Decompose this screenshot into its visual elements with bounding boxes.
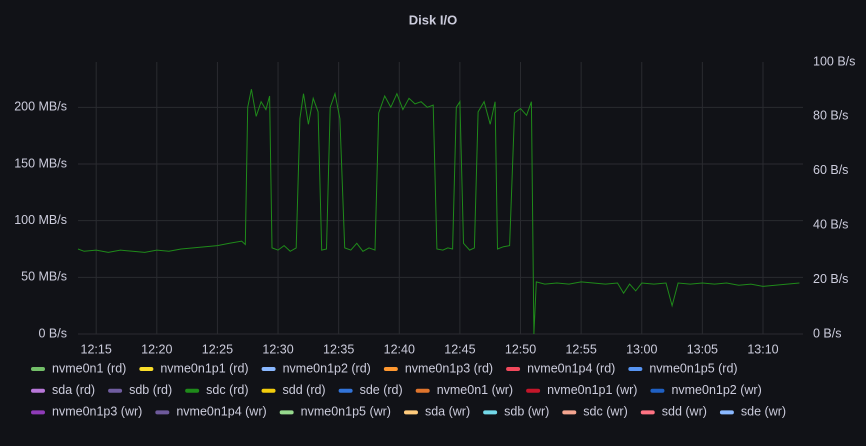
legend-swatch (108, 388, 123, 393)
legend-label: sdb (rd) (129, 383, 172, 397)
x-tick-label: 12:35 (323, 342, 354, 356)
legend-swatch (31, 388, 45, 393)
x-tick-label: 12:15 (81, 342, 112, 356)
legend-swatch (261, 388, 276, 393)
legend-label: nvme0n1p2 (wr) (671, 383, 761, 397)
legend-swatch (261, 367, 276, 371)
x-tick-label: 12:30 (262, 342, 293, 356)
y-tick-label: 50 MB/s (21, 270, 67, 284)
legend-swatch (185, 388, 200, 393)
legend-swatch (526, 388, 541, 393)
legend-label: sda (wr) (425, 405, 470, 419)
legend-label: nvme0n1p1 (rd) (160, 361, 248, 375)
legend-swatch (31, 410, 45, 415)
x-tick-label: 12:50 (505, 342, 536, 356)
legend-label: nvme0n1p1 (wr) (547, 383, 637, 397)
legend-swatch (640, 410, 655, 415)
legend-label: nvme0n1 (wr) (437, 383, 513, 397)
series-line (77, 89, 800, 335)
legend-label: sdd (rd) (283, 383, 326, 397)
legend-label: nvme0n1p5 (wr) (301, 405, 391, 419)
legend-label: nvme0n1p3 (wr) (52, 405, 142, 419)
legend-swatch (628, 367, 643, 371)
legend-swatch (506, 367, 521, 371)
legend-swatch (650, 388, 665, 393)
legend-label: nvme0n1p5 (rd) (649, 361, 737, 375)
legend-swatch (483, 410, 498, 415)
y-tick-label: 0 B/s (39, 326, 68, 340)
legend-label: nvme0n1p3 (rd) (405, 361, 493, 375)
legend-swatch (415, 388, 430, 393)
legend-label: nvme0n1p4 (wr) (176, 405, 266, 419)
legend-swatch (383, 367, 398, 371)
x-tick-label: 12:45 (444, 342, 475, 356)
legend-label: sda (rd) (52, 383, 95, 397)
legend-label: sdc (rd) (206, 383, 248, 397)
legend-label: sde (wr) (741, 405, 786, 419)
legend-swatch (155, 410, 170, 415)
x-tick-label: 12:25 (202, 342, 233, 356)
legend-label: sde (rd) (360, 383, 403, 397)
legend-swatch (562, 410, 577, 415)
legend-swatch (403, 410, 418, 415)
x-tick-label: 12:20 (141, 342, 172, 356)
legend-label: nvme0n1 (rd) (52, 361, 126, 375)
x-tick-label: 13:00 (626, 342, 657, 356)
y-tick-label: 100 MB/s (14, 213, 67, 227)
y2-tick-label: 0 B/s (813, 326, 842, 340)
legend-label: sdd (wr) (662, 405, 707, 419)
x-tick-label: 13:10 (747, 342, 778, 356)
y2-tick-label: 100 B/s (813, 54, 855, 68)
chart-title: Disk I/O (409, 12, 457, 27)
y-tick-label: 200 MB/s (14, 100, 67, 114)
legend-label: sdc (wr) (583, 405, 627, 419)
y2-tick-label: 80 B/s (813, 109, 848, 123)
legend-swatch (338, 388, 353, 393)
y2-tick-label: 60 B/s (813, 163, 848, 177)
legend-label: nvme0n1p2 (rd) (283, 361, 371, 375)
x-tick-label: 12:55 (565, 342, 596, 356)
x-tick-label: 13:05 (687, 342, 718, 356)
legend-swatch (139, 367, 154, 371)
legend-swatch (719, 410, 734, 415)
legend-label: nvme0n1p4 (rd) (527, 361, 615, 375)
y-tick-label: 150 MB/s (14, 156, 67, 170)
y2-tick-label: 20 B/s (813, 272, 848, 286)
legend-label: sdb (wr) (504, 405, 549, 419)
y2-tick-label: 40 B/s (813, 217, 848, 231)
x-tick-label: 12:40 (384, 342, 415, 356)
legend-swatch (279, 410, 294, 415)
legend-swatch (31, 367, 45, 371)
